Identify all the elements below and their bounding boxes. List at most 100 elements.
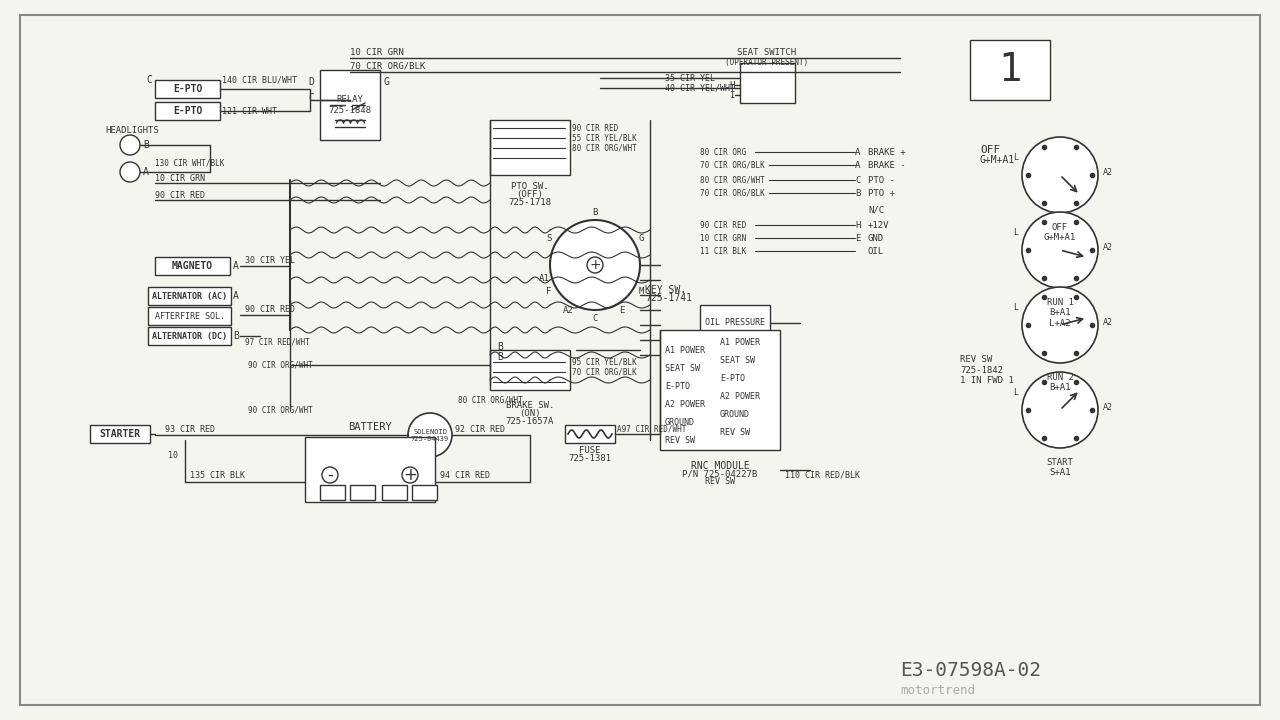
FancyBboxPatch shape	[305, 437, 435, 502]
Text: 10 CIR GRN: 10 CIR GRN	[700, 233, 746, 243]
Text: +12V: +12V	[868, 220, 890, 230]
Text: SOLENOID
725-04439: SOLENOID 725-04439	[411, 428, 449, 441]
Text: A2 POWER: A2 POWER	[719, 392, 760, 400]
FancyBboxPatch shape	[148, 287, 230, 305]
FancyBboxPatch shape	[320, 485, 346, 500]
FancyBboxPatch shape	[660, 330, 780, 450]
Text: 140 CIR BLU/WHT: 140 CIR BLU/WHT	[221, 76, 297, 84]
Text: RELAY
725-1848: RELAY 725-1848	[329, 95, 371, 114]
Text: 10 CIR GRN: 10 CIR GRN	[349, 48, 403, 56]
FancyBboxPatch shape	[155, 257, 230, 275]
Text: -: -	[328, 466, 333, 484]
Text: 11 CIR BLK: 11 CIR BLK	[700, 246, 746, 256]
Text: (ON): (ON)	[520, 408, 540, 418]
Text: C: C	[308, 93, 314, 103]
Text: 135 CIR BLK: 135 CIR BLK	[189, 472, 244, 480]
Text: E-PTO: E-PTO	[666, 382, 690, 390]
Text: +: +	[589, 258, 600, 272]
Text: 80 CIR ORG/WHT: 80 CIR ORG/WHT	[572, 143, 636, 153]
Text: OFF: OFF	[980, 145, 1000, 155]
Text: P/N 725-04227B: P/N 725-04227B	[682, 469, 758, 479]
Text: A2: A2	[1103, 403, 1114, 412]
Text: G: G	[383, 77, 389, 87]
Text: 70 CIR ORG/BLK: 70 CIR ORG/BLK	[700, 161, 764, 169]
Text: 725-1718: 725-1718	[508, 197, 552, 207]
Text: 10 CIR GRN: 10 CIR GRN	[155, 174, 205, 182]
Text: 725-1657A: 725-1657A	[506, 416, 554, 426]
Text: A: A	[233, 291, 239, 301]
Text: I: I	[730, 91, 735, 99]
Text: 110 CIR RED/BLK: 110 CIR RED/BLK	[785, 470, 860, 480]
Text: A: A	[233, 261, 239, 271]
Text: 90 CIR RED: 90 CIR RED	[244, 305, 294, 313]
Text: SEAT SWITCH: SEAT SWITCH	[737, 48, 796, 56]
Text: L: L	[1012, 228, 1018, 237]
FancyBboxPatch shape	[148, 307, 230, 325]
Text: SEAT SW: SEAT SW	[719, 356, 755, 364]
Text: 92 CIR RED: 92 CIR RED	[454, 425, 506, 433]
Text: 80 CIR ORG/WHT: 80 CIR ORG/WHT	[700, 176, 764, 184]
Text: OFF
G+M+A1: OFF G+M+A1	[1044, 223, 1076, 243]
Text: L: L	[1012, 303, 1018, 312]
Circle shape	[402, 467, 419, 483]
Text: +: +	[403, 466, 417, 484]
Text: SEAT SW: SEAT SW	[666, 364, 700, 372]
Text: 90 CIR RED: 90 CIR RED	[700, 220, 746, 230]
Text: 30 CIR YEL: 30 CIR YEL	[244, 256, 294, 264]
Text: 95 CIR YEL/BLK: 95 CIR YEL/BLK	[572, 358, 636, 366]
Text: 93 CIR RED: 93 CIR RED	[165, 425, 215, 433]
FancyBboxPatch shape	[970, 40, 1050, 100]
Text: BRAKE +: BRAKE +	[868, 148, 906, 156]
Text: PTO +: PTO +	[868, 189, 895, 197]
Text: A: A	[143, 167, 148, 177]
FancyBboxPatch shape	[155, 102, 220, 120]
Text: 80 CIR ORG: 80 CIR ORG	[700, 148, 746, 156]
Text: E3-07598A-02: E3-07598A-02	[900, 660, 1041, 680]
FancyBboxPatch shape	[490, 350, 570, 390]
FancyBboxPatch shape	[349, 485, 375, 500]
Text: AFTERFIRE SOL.: AFTERFIRE SOL.	[155, 312, 224, 320]
Text: C: C	[855, 176, 860, 184]
Text: B: B	[593, 207, 598, 217]
FancyBboxPatch shape	[155, 80, 220, 98]
Text: 70 CIR ORG/BLK: 70 CIR ORG/BLK	[349, 61, 425, 71]
Text: B: B	[855, 189, 860, 197]
Text: GROUND: GROUND	[666, 418, 695, 426]
Text: RUN 1
B+A1
L+A2: RUN 1 B+A1 L+A2	[1047, 298, 1074, 328]
FancyBboxPatch shape	[700, 305, 771, 340]
FancyBboxPatch shape	[381, 485, 407, 500]
Text: 725-1741: 725-1741	[645, 293, 692, 303]
Text: A: A	[855, 148, 860, 156]
Text: RUN 2
B+A1: RUN 2 B+A1	[1047, 373, 1074, 392]
Text: A: A	[855, 161, 860, 169]
Text: MAGNETO: MAGNETO	[172, 261, 212, 271]
Text: H: H	[730, 81, 735, 89]
Text: B: B	[497, 352, 503, 362]
Text: RNC MODULE: RNC MODULE	[691, 461, 749, 471]
Text: 1: 1	[998, 51, 1021, 89]
Text: 40 CIR YEL/WHT: 40 CIR YEL/WHT	[666, 84, 735, 92]
Text: REV SW
725-1842
1 IN FWD 1: REV SW 725-1842 1 IN FWD 1	[960, 355, 1014, 385]
Text: 55 CIR YEL/BLK: 55 CIR YEL/BLK	[572, 133, 636, 143]
Text: REV SW: REV SW	[666, 436, 695, 444]
Text: REV SW: REV SW	[719, 428, 750, 436]
Text: 94 CIR RED: 94 CIR RED	[440, 472, 490, 480]
Text: L: L	[1012, 388, 1018, 397]
Text: 35 CIR YEL: 35 CIR YEL	[666, 73, 716, 83]
Text: G: G	[639, 234, 644, 243]
Text: C: C	[593, 313, 598, 323]
Text: 97 CIR RED/WHT: 97 CIR RED/WHT	[244, 338, 310, 346]
Text: HEADLIGHTS: HEADLIGHTS	[105, 125, 159, 135]
Circle shape	[408, 413, 452, 457]
FancyBboxPatch shape	[740, 63, 795, 103]
Text: 725-1381: 725-1381	[568, 454, 612, 462]
Text: A2: A2	[1103, 168, 1114, 177]
Text: 90 CIR ORG/WHT: 90 CIR ORG/WHT	[248, 361, 312, 369]
Text: A2: A2	[1103, 318, 1114, 327]
Text: G+M+A1: G+M+A1	[980, 155, 1015, 165]
Text: 130 CIR WHT/BLK: 130 CIR WHT/BLK	[155, 158, 224, 168]
Text: E-PTO: E-PTO	[173, 84, 202, 94]
Text: FUSE: FUSE	[580, 446, 600, 454]
Text: 80 CIR ORG/WHT: 80 CIR ORG/WHT	[458, 395, 522, 405]
Text: 121 CIR WHT: 121 CIR WHT	[221, 107, 276, 115]
